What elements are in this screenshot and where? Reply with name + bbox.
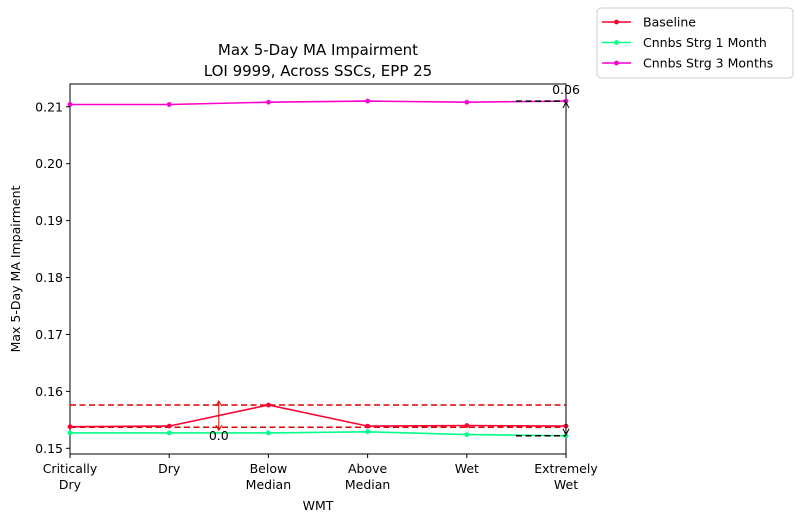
y-tick-label: 0.19 — [35, 213, 63, 228]
legend: Baseline Cnnbs Strg 1 Month Cnnbs Strg 3 M… — [596, 7, 794, 79]
range-arrow-head-up — [562, 100, 570, 109]
data-point — [365, 429, 370, 435]
y-tick-label: 0.21 — [35, 99, 63, 114]
legend-box — [596, 7, 794, 79]
series-line — [70, 430, 567, 437]
data-point — [266, 402, 271, 408]
data-point — [166, 102, 172, 107]
y-tick-label: 0.15 — [35, 441, 63, 456]
data-point — [464, 99, 470, 105]
chart-title-line1: Max 5-Day MA Impairment — [218, 41, 418, 59]
y-tick-label: 0.18 — [35, 270, 63, 285]
chart-title-line2: LOI 9999, Across SSCs, EPP 25 — [204, 62, 432, 80]
baseline-arrow-head-down — [215, 424, 223, 432]
plot-frame — [69, 83, 567, 455]
x-tick-label: Dry — [59, 477, 82, 492]
data-point — [365, 98, 370, 104]
data-point — [266, 99, 271, 105]
x-tick-label: Wet — [455, 461, 479, 476]
annotations: 0.0 0.06 — [209, 82, 580, 443]
data-point — [67, 424, 73, 430]
range-label: 0.06 — [552, 82, 580, 97]
range-arrow-head-down — [562, 428, 570, 436]
x-tick-label: Dry — [158, 461, 181, 476]
data-point — [166, 430, 172, 436]
legend-swatch-marker — [614, 40, 619, 45]
legend-swatch-marker — [614, 19, 619, 25]
baseline-band — [70, 404, 566, 428]
data-point — [266, 430, 271, 436]
plot-area — [69, 83, 567, 455]
y-tick-label: 0.17 — [35, 327, 63, 342]
y-axis: 0.15 0.16 0.17 0.18 0.19 0.20 0.21 — [35, 99, 70, 456]
legend-entry-label: Baseline — [643, 15, 696, 30]
x-tick-label: Wet — [554, 477, 578, 492]
series-group — [67, 98, 569, 439]
data-point — [464, 432, 470, 438]
legend-entry-label: Cnnbs Strg 3 Months — [643, 56, 773, 71]
legend-entry-label: Cnnbs Strg 1 Month — [643, 35, 767, 50]
y-tick-label: 0.20 — [35, 156, 63, 171]
x-tick-label: Below — [250, 461, 288, 476]
x-tick-label: Above — [348, 461, 388, 476]
y-tick-label: 0.16 — [35, 384, 63, 399]
series-line — [70, 100, 567, 106]
data-point — [67, 430, 73, 436]
series-line — [69, 404, 567, 428]
x-axis-title: WMT — [303, 498, 334, 513]
data-point — [67, 102, 73, 107]
baseline-arrow-head-up — [215, 400, 223, 407]
x-tick-label: Critically — [43, 461, 98, 476]
x-tick-label: Median — [246, 477, 291, 492]
baseline-arrow-label: 0.0 — [209, 428, 229, 443]
x-tick-label: Median — [345, 477, 390, 492]
legend-swatch-marker — [614, 60, 619, 66]
data-point — [166, 423, 172, 429]
y-axis-title: Max 5-Day MA Impairment — [8, 186, 23, 353]
data-point — [365, 423, 370, 429]
data-point — [464, 423, 470, 428]
x-tick-label: Extremely — [534, 461, 598, 476]
